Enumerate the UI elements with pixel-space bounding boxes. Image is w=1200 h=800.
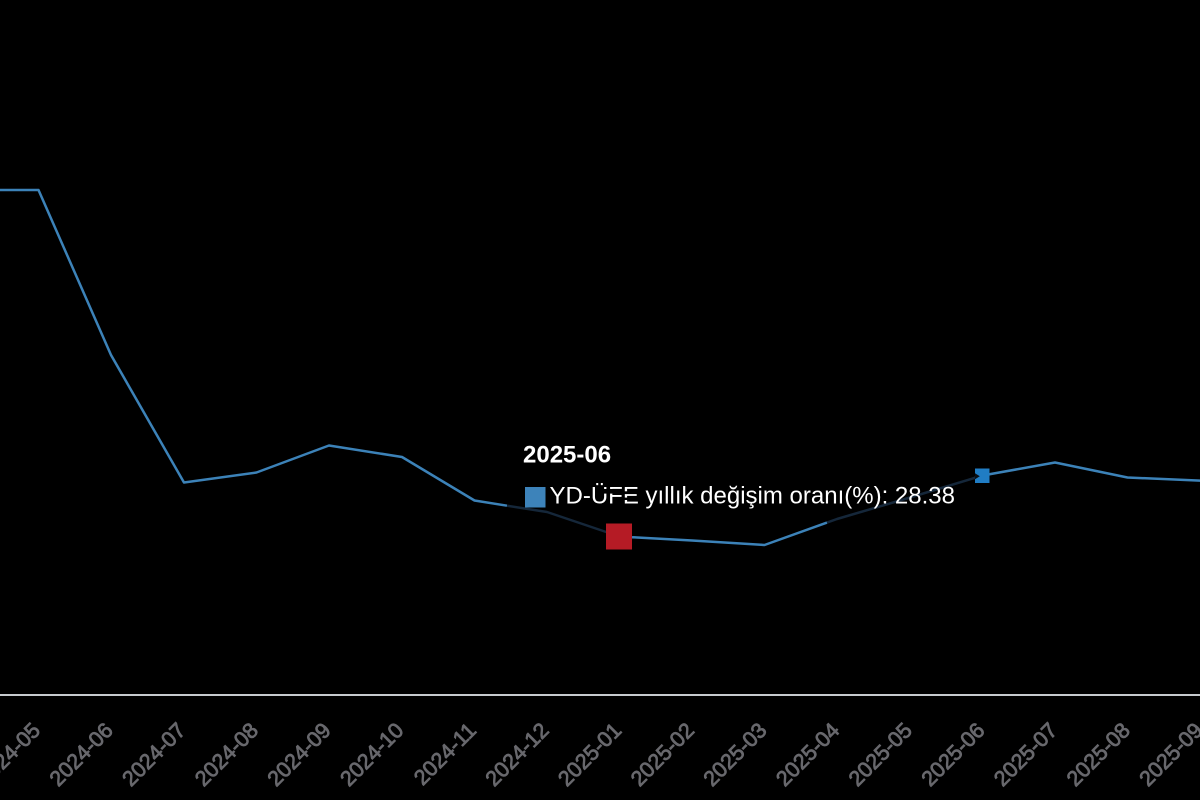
svg-text:2024-08: 2024-08	[190, 718, 263, 791]
svg-text:2024-11: 2024-11	[409, 718, 481, 790]
svg-text:2025-01: 2025-01	[553, 718, 626, 791]
svg-text:2025-03: 2025-03	[699, 718, 772, 791]
svg-text:YD-ÜFE yıllık değişim oranı(%): YD-ÜFE yıllık değişim oranı(%): 28.38	[550, 483, 955, 510]
svg-text:2024-06: 2024-06	[45, 718, 118, 791]
svg-text:2024-07: 2024-07	[118, 718, 191, 791]
svg-text:2025-06: 2025-06	[917, 718, 990, 791]
svg-text:2025-08: 2025-08	[1062, 718, 1135, 791]
svg-text:2024-09: 2024-09	[263, 718, 336, 791]
svg-text:2024-10: 2024-10	[336, 718, 409, 791]
svg-text:2024-12: 2024-12	[481, 718, 554, 791]
svg-text:2025-07: 2025-07	[989, 718, 1062, 791]
svg-text:2024-05: 2024-05	[0, 718, 45, 791]
svg-text:2025-04: 2025-04	[771, 718, 844, 791]
svg-text:2025-09: 2025-09	[1135, 718, 1200, 791]
svg-text:2025-02: 2025-02	[626, 718, 699, 791]
svg-text:2025-06: 2025-06	[523, 442, 611, 469]
svg-text:2025-05: 2025-05	[844, 718, 917, 791]
